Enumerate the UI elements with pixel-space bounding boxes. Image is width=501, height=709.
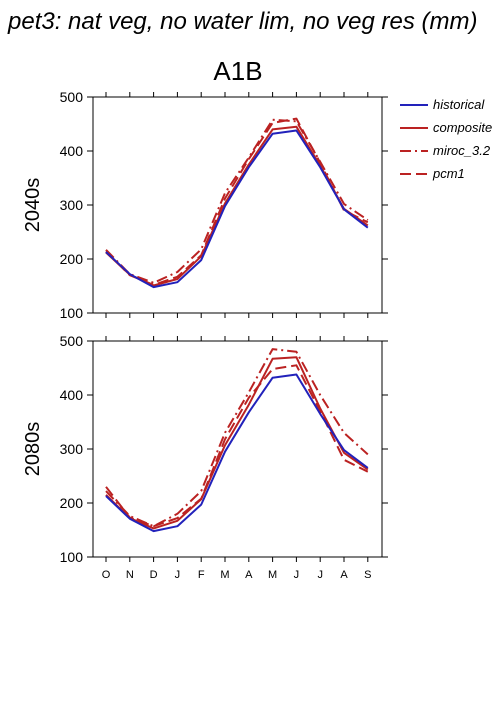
scenario-label: A1B (213, 56, 262, 86)
y-tick-label-2080s-3: 400 (60, 387, 84, 403)
plot-frame-2040s (92, 96, 383, 314)
series-line-miroc-3-2-2040s (105, 118, 369, 284)
legend-label-composite: composite (433, 120, 492, 135)
legend-label-miroc: miroc_3.2 (433, 143, 491, 158)
x-tick-label-2: D (150, 569, 158, 581)
x-tick-label-3: J (175, 569, 181, 581)
legend-entry-miroc: miroc_3.2 (400, 143, 491, 158)
series-line-historical-2040s (105, 129, 369, 289)
series-line-pcm1-2080s (105, 364, 369, 528)
legend-label-pcm1: pcm1 (432, 166, 465, 181)
y-tick-label-2040s-1: 200 (60, 251, 84, 267)
x-tick-label-4: F (198, 569, 205, 581)
series-line-pcm1-2040s (105, 117, 369, 286)
series-line-miroc-3-2-2080s (105, 348, 369, 528)
y-tick-label-2080s-1: 200 (60, 495, 84, 511)
x-tick-label-1: N (126, 569, 134, 581)
x-tick-label-5: M (220, 569, 229, 581)
series-line-historical-2080s (105, 373, 369, 533)
legend-entry-historical: historical (400, 97, 485, 112)
panel-2080s: 2080s 100 200 300 400 500 O N D J F M A M J J A S (22, 333, 388, 581)
x-tick-label-9: J (317, 569, 323, 581)
x-tick-label-6: A (245, 569, 253, 581)
y-tick-label-2040s-2: 300 (60, 197, 84, 213)
series-group-2040s (105, 117, 369, 289)
figure-title: pet3: nat veg, no water lim, no veg res … (7, 8, 478, 35)
legend-label-historical: historical (433, 97, 485, 112)
y-tick-label-2080s-0: 100 (60, 549, 84, 565)
y-tick-label-2080s-4: 500 (60, 333, 84, 349)
panel-2040s: 2040s 100 200 300 400 500 (22, 89, 388, 321)
y-tick-label-2040s-4: 500 (60, 89, 84, 105)
legend-entry-pcm1: pcm1 (400, 166, 465, 181)
x-tick-label-11: S (364, 569, 371, 581)
series-group-2080s (105, 348, 369, 533)
x-tick-label-10: A (340, 569, 348, 581)
y-tick-label-2040s-0: 100 (60, 305, 84, 321)
x-tick-label-7: M (268, 569, 277, 581)
legend: historical composite miroc_3.2 pcm1 (400, 97, 492, 181)
series-line-composite-2040s (105, 125, 369, 287)
legend-entry-composite: composite (400, 120, 492, 135)
series-line-composite-2080s (105, 356, 369, 530)
y-tick-label-2080s-2: 300 (60, 441, 84, 457)
row-label-2040s: 2040s (22, 178, 44, 233)
axis-ticks-2040s: 100 200 300 400 500 (60, 89, 388, 321)
axis-ticks-2080s: 100 200 300 400 500 O N D J F M A M J J A S (60, 333, 388, 581)
y-tick-label-2040s-3: 400 (60, 143, 84, 159)
x-tick-label-0: O (102, 569, 111, 581)
row-label-2080s: 2080s (22, 422, 44, 477)
x-tick-label-8: J (294, 569, 300, 581)
